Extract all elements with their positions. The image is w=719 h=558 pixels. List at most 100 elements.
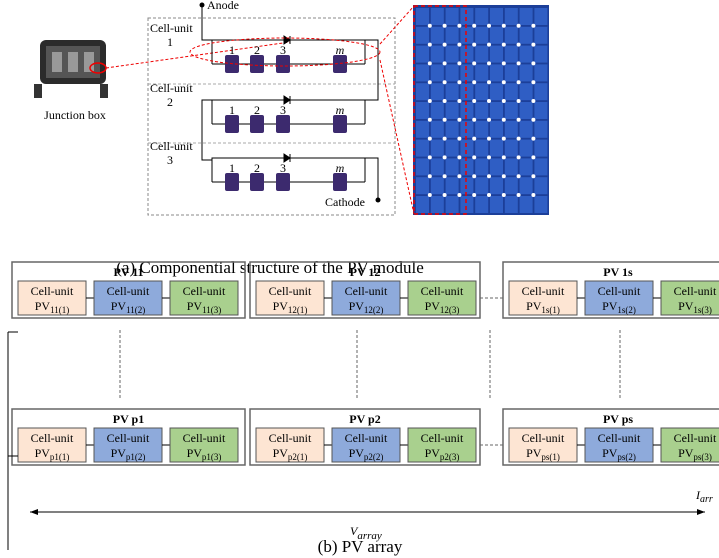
panel-cell xyxy=(416,8,429,25)
module-title: PV p1 xyxy=(113,412,144,426)
panel-cell xyxy=(475,83,488,100)
panel-cell xyxy=(520,46,533,63)
pv-panel xyxy=(380,5,549,215)
panel-cell xyxy=(505,8,518,25)
cell-unit-main: PV xyxy=(111,299,127,313)
panel-cell xyxy=(446,121,459,138)
panel-dot xyxy=(428,174,432,178)
cell-unit-label: Cell-unit xyxy=(522,431,565,445)
cell-unit-label: Cell-unit xyxy=(183,284,226,298)
cell-unit-sub: 1s(2) xyxy=(617,305,636,315)
panel-cell xyxy=(475,8,488,25)
cell-unit-label: Cell-unit xyxy=(150,81,193,95)
panel-cell xyxy=(416,196,429,213)
panel-dot xyxy=(457,43,461,47)
cell-unit-sub: 11(2) xyxy=(126,305,145,315)
panel-dot xyxy=(487,155,491,159)
junction-box-label: Junction box xyxy=(44,108,106,122)
panel-dot xyxy=(517,43,521,47)
cell-unit-index: 1 xyxy=(167,35,173,49)
panel-dot xyxy=(502,24,506,28)
panel-cell xyxy=(475,102,488,119)
junction-box-image xyxy=(34,40,108,98)
panel-dot xyxy=(472,99,476,103)
panel-cell xyxy=(534,46,547,63)
panel-cell xyxy=(446,83,459,100)
cell-unit-sub: 11(3) xyxy=(202,305,221,315)
panel-dot xyxy=(472,43,476,47)
panel-cell xyxy=(534,196,547,213)
panel-cell xyxy=(446,27,459,44)
cell-number: 2 xyxy=(254,103,260,117)
panel-cell xyxy=(505,177,518,194)
panel-dot xyxy=(502,137,506,141)
panel-cell xyxy=(416,46,429,63)
panel-dot xyxy=(443,193,447,197)
panel-dot xyxy=(517,61,521,65)
panel-cell xyxy=(431,64,444,81)
panel-cell xyxy=(416,158,429,175)
cell-unit-main: PV xyxy=(678,446,694,460)
panel-dot xyxy=(457,24,461,28)
panel-cell xyxy=(490,196,503,213)
panel-cell xyxy=(505,140,518,157)
panel-cell xyxy=(490,83,503,100)
panel-dot xyxy=(428,43,432,47)
panel-dot xyxy=(443,155,447,159)
panel-cell xyxy=(460,8,473,25)
cell-unit-sub: p2(2) xyxy=(364,452,384,462)
panel-dot xyxy=(487,137,491,141)
panel-cell xyxy=(534,121,547,138)
panel-cell xyxy=(475,46,488,63)
cell-number: 2 xyxy=(254,43,260,57)
cell-number: 3 xyxy=(280,161,286,175)
panel-cell xyxy=(475,27,488,44)
cell-unit-sub: ps(2) xyxy=(617,452,636,462)
panel-dot xyxy=(517,24,521,28)
panel-dot xyxy=(531,24,535,28)
panel-cell xyxy=(520,140,533,157)
cell-unit-sub: p1(3) xyxy=(202,452,222,462)
cell xyxy=(250,115,264,133)
panel-dot xyxy=(443,118,447,122)
panel-dot xyxy=(487,99,491,103)
cell xyxy=(333,115,347,133)
cell xyxy=(250,55,264,73)
panel-cell xyxy=(490,102,503,119)
panel-cell xyxy=(446,140,459,157)
cell-unit-main: PV xyxy=(273,299,289,313)
cell-unit-sub: 1s(3) xyxy=(693,305,712,315)
cell-unit-main: PV xyxy=(526,446,542,460)
panel-dot xyxy=(428,193,432,197)
panel-dot xyxy=(457,61,461,65)
panel-cell xyxy=(534,140,547,157)
panel-cell xyxy=(416,64,429,81)
panel-cell xyxy=(520,8,533,25)
current-label: Iarr xyxy=(695,488,713,505)
cell-number: 3 xyxy=(280,103,286,117)
panel-cell xyxy=(416,121,429,138)
panel-cell xyxy=(460,140,473,157)
panel-dot xyxy=(428,99,432,103)
panel-dot xyxy=(487,61,491,65)
panel-dot xyxy=(531,193,535,197)
panel-cell xyxy=(505,46,518,63)
panel-cell xyxy=(431,46,444,63)
panel-cell xyxy=(460,46,473,63)
panel-cell xyxy=(416,140,429,157)
cell-unit-label: Cell-unit xyxy=(150,21,193,35)
panel-cell xyxy=(505,64,518,81)
module-title: PV ps xyxy=(603,412,633,426)
panel-cell xyxy=(460,158,473,175)
panel-dot xyxy=(472,155,476,159)
pointer xyxy=(380,6,414,214)
panel-cell xyxy=(446,8,459,25)
cell-unit-main: PV xyxy=(187,446,203,460)
cell-unit-label: Cell-unit xyxy=(345,431,388,445)
panel-cell xyxy=(490,177,503,194)
cell-number: 3 xyxy=(280,43,286,57)
panel-dot xyxy=(487,118,491,122)
panel-dot xyxy=(472,24,476,28)
figure: Junction box Anode Cathode Cell-unit1123… xyxy=(0,0,719,558)
cell xyxy=(225,173,239,191)
